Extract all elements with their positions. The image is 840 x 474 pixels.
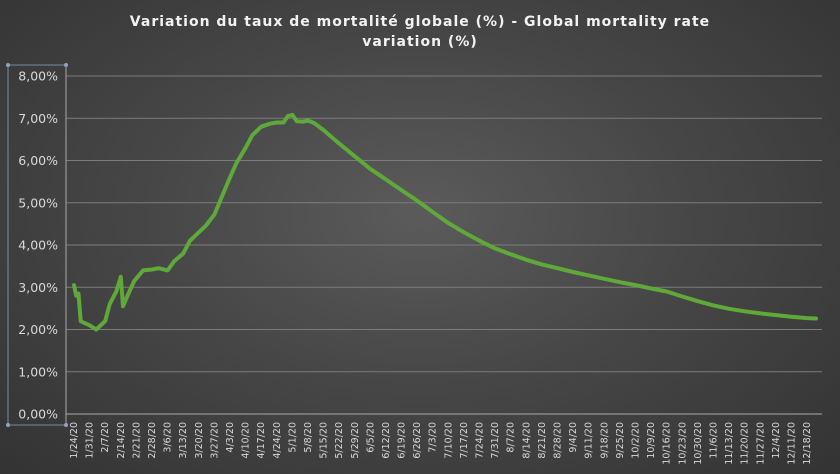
x-tick-label: 3/6/20: [163, 422, 174, 453]
y-tick-label: 3,00%: [18, 280, 58, 295]
mortality-rate-line: [72, 112, 818, 332]
x-tick-label: 4/10/20: [241, 422, 252, 459]
x-tick-label: 12/4/20: [771, 422, 782, 459]
y-tick-label: 1,00%: [18, 364, 58, 379]
x-tick-label: 5/15/20: [319, 422, 330, 459]
x-tick-label: 3/13/20: [178, 422, 189, 459]
x-tick-label: 7/10/20: [443, 422, 454, 459]
x-tick-label: 5/22/20: [334, 422, 345, 459]
y-tick-label: 6,00%: [18, 153, 58, 168]
x-tick-label: 4/24/20: [272, 422, 283, 459]
x-tick-label: 11/6/20: [709, 422, 720, 459]
x-tick-label: 5/29/20: [350, 422, 361, 459]
x-tick-label: 2/21/20: [131, 422, 142, 459]
x-tick-label: 1/24/20: [69, 422, 80, 459]
chart-title-line-2: variation (%): [362, 34, 478, 50]
x-tick-label: 10/16/20: [662, 422, 673, 465]
x-tick-label: 5/1/20: [287, 422, 298, 453]
selection-handle[interactable]: [64, 63, 68, 67]
chart-title: Variation du taux de mortalité globale (…: [0, 12, 840, 52]
x-tick-label: 11/20/20: [740, 422, 751, 465]
x-tick-label: 2/28/20: [147, 422, 158, 459]
y-tick-label: 5,00%: [18, 195, 58, 210]
x-tick-label: 4/3/20: [225, 422, 236, 453]
x-tick-label: 10/2/20: [631, 422, 642, 459]
y-tick-label: 7,00%: [18, 111, 58, 126]
x-tick-label: 7/17/20: [459, 422, 470, 459]
x-tick-label: 9/25/20: [615, 422, 626, 459]
x-axis-tick-labels: 1/24/20 1/31/20 2/7/20 2/14/20 2/21/20 2/28/2…: [69, 422, 813, 465]
y-tick-label: 8,00%: [18, 69, 58, 84]
x-tick-label: 11/27/20: [755, 422, 766, 465]
x-tick-label: 9/11/20: [584, 422, 595, 459]
x-tick-label: 2/14/20: [116, 422, 127, 459]
x-tick-label: 10/23/20: [677, 422, 688, 465]
x-tick-label: 2/7/20: [100, 422, 111, 453]
selection-handle[interactable]: [64, 423, 68, 427]
x-tick-label: 10/30/20: [693, 422, 704, 465]
plot-area-border: [6, 63, 822, 427]
x-tick-label: 5/8/20: [303, 422, 314, 453]
x-tick-label: 12/11/20: [786, 422, 797, 465]
x-tick-label: 6/5/20: [365, 422, 376, 453]
x-tick-label: 11/13/20: [724, 422, 735, 465]
y-axis-tick-labels: 0,00% 1,00% 2,00% 3,00% 4,00% 5,00% 6,00% 7,00%…: [18, 69, 58, 422]
x-tick-label: 9/4/20: [568, 422, 579, 453]
selection-handle[interactable]: [6, 63, 10, 67]
x-tick-label: 7/3/20: [428, 422, 439, 453]
x-tick-label: 8/14/20: [521, 422, 532, 459]
x-tick-label: 8/21/20: [537, 422, 548, 459]
y-tick-label: 4,00%: [18, 238, 58, 253]
x-tick-label: 8/7/20: [506, 422, 517, 453]
x-tick-label: 1/31/20: [85, 422, 96, 459]
x-tick-label: 6/19/20: [397, 422, 408, 459]
x-tick-label: 9/18/20: [599, 422, 610, 459]
selection-handle[interactable]: [6, 423, 10, 427]
x-tick-label: 3/20/20: [194, 422, 205, 459]
y-tick-label: 0,00%: [18, 407, 58, 422]
chart-title-line-1: Variation du taux de mortalité globale (…: [129, 14, 711, 30]
x-tick-label: 6/26/20: [412, 422, 423, 459]
series-layer: [72, 112, 818, 332]
x-tick-label: 7/24/20: [475, 422, 486, 459]
x-tick-label: 4/17/20: [256, 422, 267, 459]
x-tick-label: 8/28/20: [553, 422, 564, 459]
x-tick-label: 10/9/20: [646, 422, 657, 459]
x-tick-label: 6/12/20: [381, 422, 392, 459]
x-tick-label: 3/27/20: [209, 422, 220, 459]
x-tick-label: 12/18/20: [802, 422, 813, 465]
y-tick-label: 2,00%: [18, 322, 58, 337]
x-tick-label: 7/31/20: [490, 422, 501, 459]
gridlines: [66, 75, 822, 415]
